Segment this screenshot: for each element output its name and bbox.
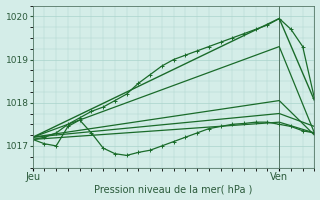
X-axis label: Pression niveau de la mer( hPa ): Pression niveau de la mer( hPa ) [94, 184, 253, 194]
